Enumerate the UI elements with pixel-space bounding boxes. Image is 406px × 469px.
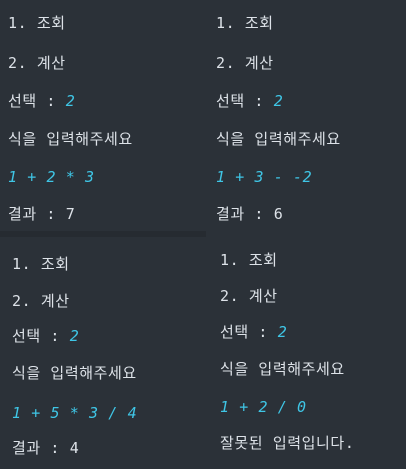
expression-prompt: 식을 입력해주세요	[8, 130, 133, 148]
console-panel-bottom-left: 1. 조회 2. 계산 선택 : 2 식을 입력해주세요 1 + 5 * 3 /…	[0, 237, 206, 469]
result-line: 결과 : 6	[216, 205, 284, 223]
expression-input: 1 + 2 * 3	[8, 168, 95, 186]
menu-option-lookup: 1. 조회	[220, 251, 278, 269]
expression-input: 1 + 2 / 0	[220, 398, 307, 416]
selection-label: 선택 :	[8, 92, 66, 110]
selection-value: 2	[277, 323, 288, 341]
console-panel-bottom-right: 1. 조회 2. 계산 선택 : 2 식을 입력해주세요 1 + 2 / 0 잘…	[206, 231, 406, 469]
panel-divider-horizontal	[0, 231, 406, 237]
selection-line: 선택 : 2	[220, 323, 287, 341]
selection-line: 선택 : 2	[216, 92, 283, 110]
expression-prompt: 식을 입력해주세요	[216, 130, 341, 148]
expression-prompt: 식을 입력해주세요	[220, 360, 345, 378]
expression-input: 1 + 3 - -2	[216, 168, 313, 186]
expression-input: 1 + 5 * 3 / 4	[12, 404, 138, 422]
selection-value: 2	[69, 327, 80, 345]
result-line: 결과 : 7	[8, 205, 76, 223]
console-panel-top-right: 1. 조회 2. 계산 선택 : 2 식을 입력해주세요 1 + 3 - -2 …	[208, 0, 406, 231]
expression-prompt: 식을 입력해주세요	[12, 364, 137, 382]
menu-option-calculate: 2. 계산	[8, 54, 66, 72]
selection-label: 선택 :	[216, 92, 274, 110]
menu-option-calculate: 2. 계산	[12, 292, 70, 310]
menu-option-calculate: 2. 계산	[220, 287, 278, 305]
selection-label: 선택 :	[220, 323, 278, 341]
selection-value: 2	[273, 92, 284, 110]
console-panel-top-left: 1. 조회 2. 계산 선택 : 2 식을 입력해주세요 1 + 2 * 3 결…	[0, 0, 208, 231]
result-line: 결과 : 4	[12, 439, 80, 457]
menu-option-lookup: 1. 조회	[216, 14, 274, 32]
selection-line: 선택 : 2	[12, 327, 79, 345]
selection-value: 2	[65, 92, 76, 110]
selection-label: 선택 :	[12, 327, 70, 345]
selection-line: 선택 : 2	[8, 92, 75, 110]
menu-option-lookup: 1. 조회	[12, 255, 70, 273]
menu-option-calculate: 2. 계산	[216, 54, 274, 72]
error-message: 잘못된 입력입니다.	[220, 434, 355, 452]
menu-option-lookup: 1. 조회	[8, 14, 66, 32]
